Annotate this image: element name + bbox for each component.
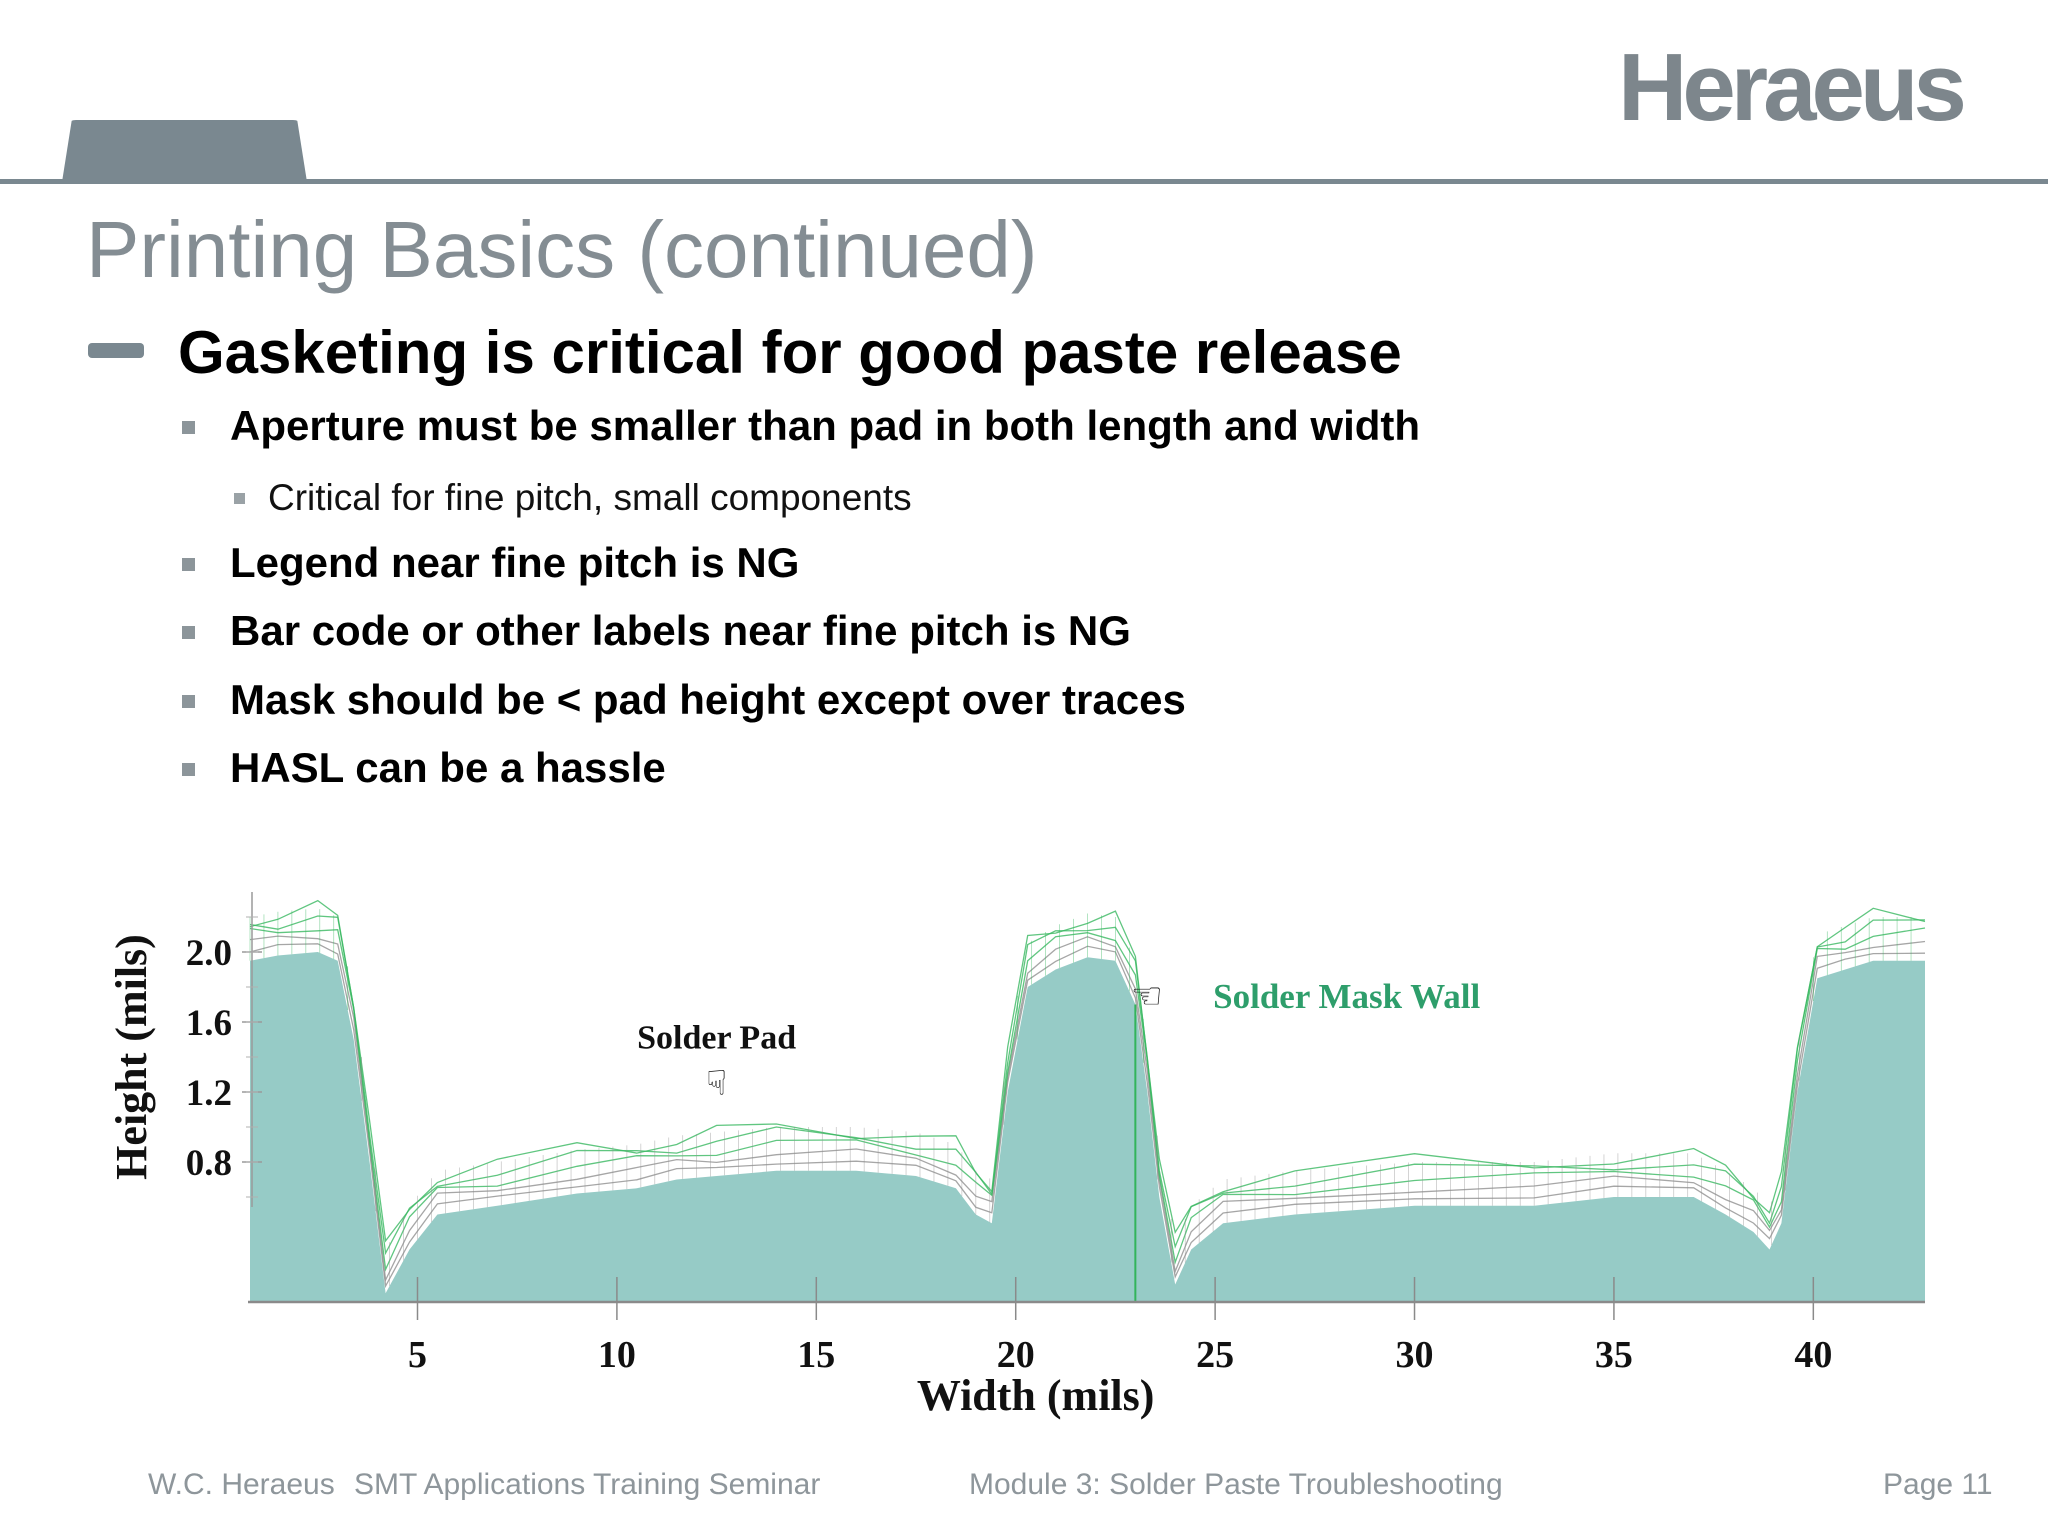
square-bullet-icon <box>182 626 195 639</box>
square-bullet-icon <box>182 763 195 776</box>
header-tab-decoration <box>62 120 307 182</box>
y-axis-label: Height (mils) <box>107 934 156 1180</box>
hand-down-icon: ☟ <box>706 1063 727 1103</box>
y-tick-label: 0.8 <box>186 1143 232 1184</box>
y-tick-label: 2.0 <box>186 933 232 974</box>
mesh-line <box>249 927 1926 1272</box>
bullet-text: Legend near fine pitch is NG <box>230 539 800 586</box>
x-tick-label: 20 <box>997 1334 1035 1376</box>
x-tick-label: 35 <box>1595 1334 1633 1376</box>
square-bullet-icon <box>182 421 195 434</box>
x-tick-label: 5 <box>408 1334 427 1376</box>
mesh-line <box>249 899 1926 1243</box>
main-bullet: Gasketing is critical for good paste rel… <box>178 319 1402 386</box>
square-bullet-icon <box>234 493 245 504</box>
x-tick-label: 40 <box>1794 1334 1832 1376</box>
bullet-text: Aperture must be smaller than pad in bot… <box>230 402 1421 449</box>
sub-bullet-text: Critical for fine pitch, small component… <box>268 477 912 518</box>
bullet-text: HASL can be a hassle <box>230 744 666 791</box>
hand-left-icon: ☜ <box>1131 976 1163 1017</box>
x-axis-label: Width (mils) <box>917 1371 1155 1420</box>
x-tick-label: 30 <box>1396 1334 1434 1376</box>
mesh-line <box>249 935 1926 1283</box>
footer-company: W.C. Heraeus <box>148 1468 335 1501</box>
x-tick-label: 15 <box>797 1334 835 1376</box>
footer-module: Module 3: Solder Paste Troubleshooting <box>969 1468 1503 1501</box>
footer-page-number: Page 11 <box>1883 1468 1993 1501</box>
solder-profile-chart: 5 10 15 20 25 30 35 40 0.8 1.2 1.6 2.0 Width (mils) H… <box>107 892 1926 1420</box>
footer-seminar: SMT Applications Training Seminar <box>354 1468 821 1501</box>
square-bullet-icon <box>182 558 195 571</box>
y-tick-label: 1.2 <box>186 1073 232 1114</box>
solder-mask-wall-label: Solder Mask Wall <box>1213 977 1480 1016</box>
bullet-text: Mask should be < pad height except over … <box>230 676 1186 723</box>
dash-bullet-icon <box>88 343 144 358</box>
x-tick-label: 10 <box>598 1334 636 1376</box>
slide-title: Printing Basics (continued) <box>86 205 1038 294</box>
bullet-text: Bar code or other labels near fine pitch… <box>230 607 1131 654</box>
mesh-line <box>249 943 1926 1289</box>
heraeus-logo: Heraeus <box>1618 34 1967 141</box>
profile-area <box>250 952 1925 1302</box>
square-bullet-icon <box>182 695 195 708</box>
x-tick-label: 25 <box>1196 1334 1234 1376</box>
header-divider <box>0 179 2048 184</box>
y-tick-label: 1.6 <box>186 1003 232 1044</box>
solder-pad-label: Solder Pad <box>637 1019 796 1056</box>
